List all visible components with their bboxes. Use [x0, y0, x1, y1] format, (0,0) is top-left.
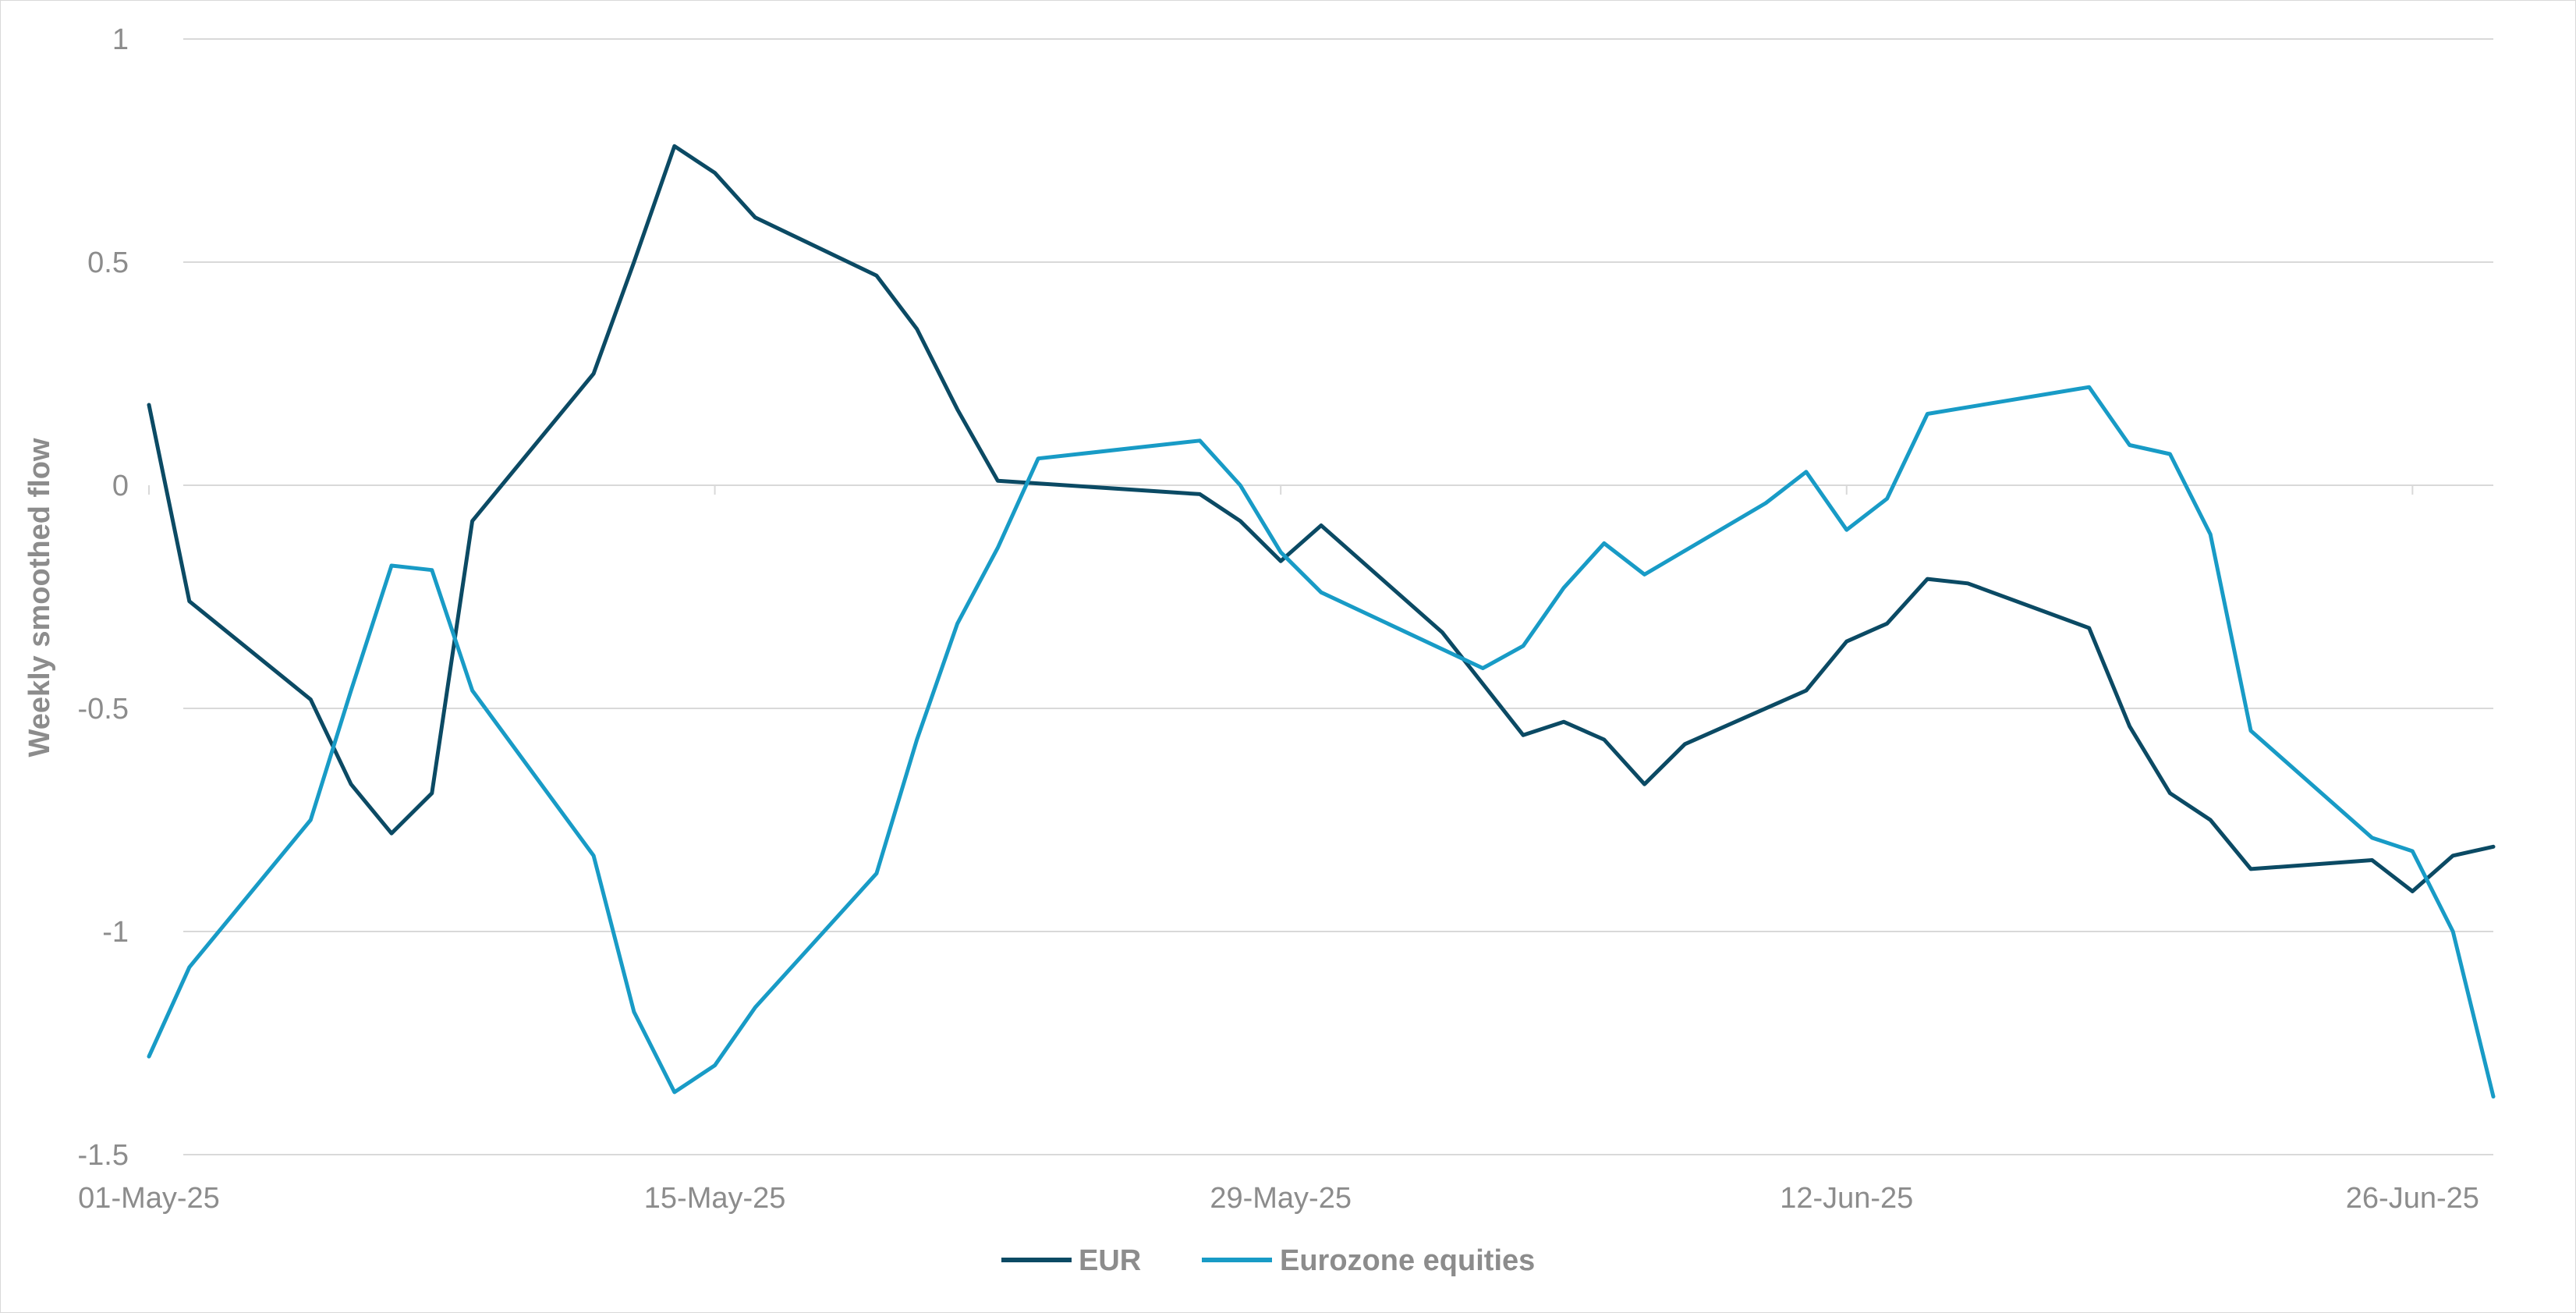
legend: EUR Eurozone equities: [1001, 1244, 1535, 1277]
legend-label-eur: EUR: [1079, 1244, 1141, 1277]
x-tick-label: 15-May-25: [644, 1182, 786, 1215]
y-axis-tick-labels: 1 0.5 0 -0.5 -1 -1.5: [78, 23, 129, 1172]
x-tick-label: 29-May-25: [1210, 1182, 1352, 1215]
y-tick-label: -1: [102, 916, 129, 949]
y-tick-label: 1: [112, 23, 129, 56]
y-tick-label: -0.5: [78, 693, 129, 726]
x-tick-label: 26-Jun-25: [2346, 1182, 2479, 1215]
series-line-eurozone-equities: [147, 385, 2496, 1099]
x-tick-label: 12-Jun-25: [1780, 1182, 1913, 1215]
y-tick-label: 0: [112, 470, 129, 502]
legend-label-eurozone-equities: Eurozone equities: [1280, 1244, 1535, 1277]
y-axis-title: Weekly smoothed flow: [23, 438, 56, 757]
series-line-eur: [147, 144, 2496, 893]
x-tick-label: 01-May-25: [78, 1182, 220, 1215]
y-tick-label: 0.5: [87, 247, 129, 279]
gridlines: [183, 38, 2493, 1155]
series-lines: [147, 144, 2496, 1099]
x-axis-tick-labels: 01-May-25 15-May-25 29-May-25 12-Jun-25 26-J…: [78, 1182, 2479, 1215]
y-tick-label: -1.5: [78, 1139, 129, 1172]
x-axis-ticks: [148, 485, 2414, 495]
